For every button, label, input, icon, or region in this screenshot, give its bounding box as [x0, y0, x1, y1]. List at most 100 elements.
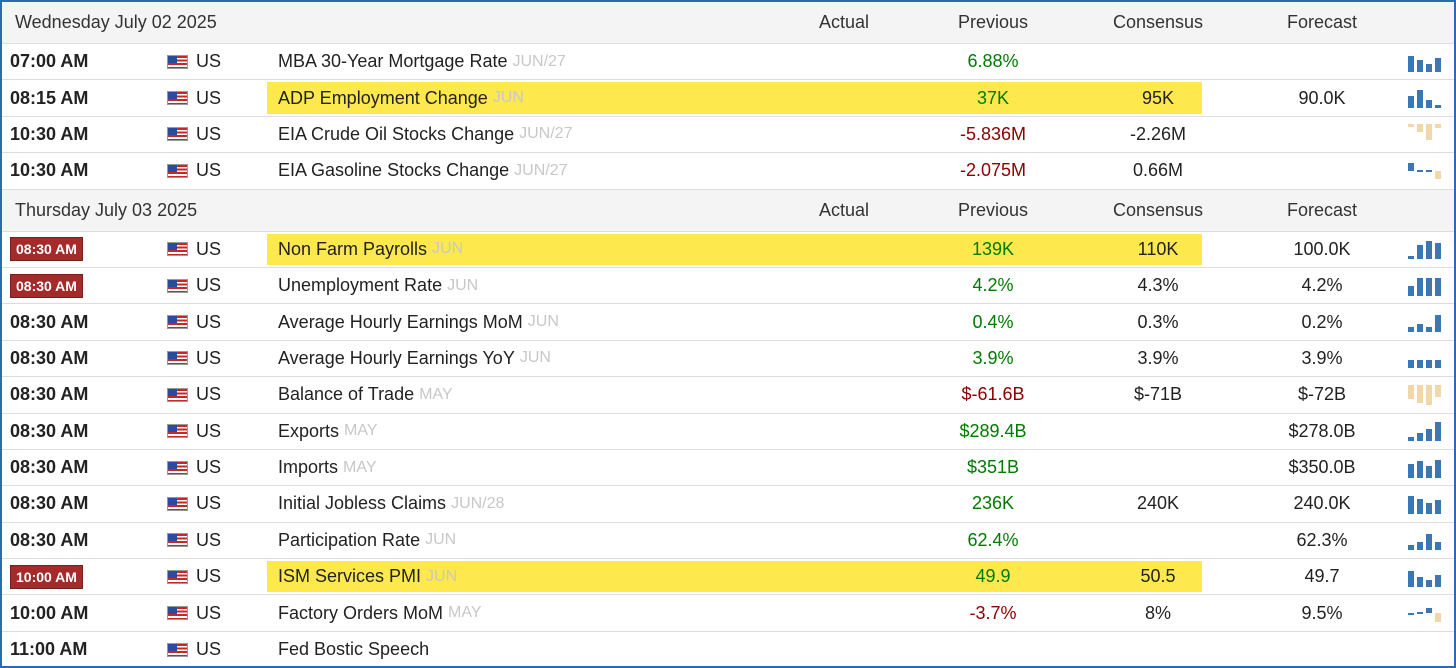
- sparkline-chart-icon[interactable]: [1406, 239, 1444, 260]
- event-name[interactable]: Average Hourly Earnings YoY: [278, 347, 515, 368]
- event-name-cell[interactable]: MBA 30-Year Mortgage Rate JUN/27: [278, 44, 566, 79]
- sparkline-chart-icon[interactable]: [1406, 567, 1444, 587]
- event-previous: $351B: [966, 457, 1020, 478]
- event-time-cell: 08:30 AM: [10, 232, 83, 267]
- event-name-cell[interactable]: Initial Jobless Claims JUN/28: [278, 486, 504, 521]
- event-forecast: 49.7: [1304, 566, 1340, 587]
- event-row[interactable]: 08:30 AM US Non Farm Payrolls JUN 139K 11…: [2, 232, 1454, 268]
- event-consensus: 240K: [1136, 493, 1180, 514]
- event-period: JUN: [432, 240, 464, 258]
- event-country: US: [167, 153, 221, 188]
- event-name[interactable]: Participation Rate: [278, 529, 421, 550]
- event-name-cell[interactable]: Balance of Trade MAY: [278, 377, 453, 412]
- event-previous: 0.4%: [972, 311, 1014, 332]
- event-name-cell[interactable]: Average Hourly Earnings YoY JUN: [278, 341, 551, 376]
- event-row[interactable]: 07:00 AM US MBA 30-Year Mortgage Rate JUN…: [2, 44, 1454, 81]
- event-name-cell[interactable]: Exports MAY: [278, 414, 378, 449]
- event-row[interactable]: 11:00 AM US Fed Bostic Speech: [2, 632, 1454, 666]
- sparkline-chart-icon[interactable]: [1406, 530, 1444, 551]
- event-time-badge: 08:30 AM: [10, 237, 83, 262]
- event-time: 08:30 AM: [10, 493, 89, 514]
- event-name-cell[interactable]: Average Hourly Earnings MoM JUN: [278, 304, 559, 339]
- event-consensus: 3.9%: [1137, 347, 1179, 368]
- event-row[interactable]: 08:30 AM US Participation Rate JUN 62.4% …: [2, 523, 1454, 560]
- country-code: US: [196, 123, 222, 144]
- event-name-cell[interactable]: EIA Crude Oil Stocks Change JUN/27: [278, 117, 572, 152]
- us-flag-icon: [167, 163, 188, 178]
- sparkline-chart-icon[interactable]: [1406, 88, 1444, 109]
- event-name-cell[interactable]: Fed Bostic Speech: [278, 632, 430, 666]
- event-name[interactable]: ISM Services PMI: [278, 566, 422, 587]
- sparkline-chart-icon[interactable]: [1406, 384, 1444, 405]
- event-name-cell[interactable]: Participation Rate JUN: [278, 523, 456, 558]
- col-header-forecast: Forecast: [1286, 199, 1358, 220]
- event-name-cell[interactable]: ISM Services PMI JUN: [278, 559, 457, 594]
- sparkline-chart-icon[interactable]: [1406, 276, 1444, 296]
- event-consensus: 8%: [1144, 602, 1172, 623]
- event-name[interactable]: Initial Jobless Claims: [278, 493, 447, 514]
- event-name[interactable]: Fed Bostic Speech: [278, 639, 430, 660]
- sparkline-chart-icon[interactable]: [1406, 348, 1444, 369]
- highlight-band: [267, 82, 1202, 114]
- sparkline-chart-icon[interactable]: [1406, 124, 1444, 144]
- event-row[interactable]: 10:30 AM US EIA Crude Oil Stocks Change J…: [2, 117, 1454, 154]
- event-row[interactable]: 08:30 AM US Average Hourly Earnings MoM J…: [2, 304, 1454, 341]
- event-period: MAY: [448, 604, 482, 622]
- event-previous: 236K: [971, 493, 1015, 514]
- sparkline-chart-icon[interactable]: [1406, 52, 1444, 72]
- event-name-cell[interactable]: Factory Orders MoM MAY: [278, 595, 482, 630]
- event-previous: 62.4%: [967, 529, 1019, 550]
- event-row[interactable]: 08:30 AM US Unemployment Rate JUN 4.2% 4.…: [2, 268, 1454, 305]
- event-row[interactable]: 08:30 AM US Exports MAY $289.4B $278.0B: [2, 414, 1454, 450]
- country-code: US: [196, 639, 222, 660]
- event-name[interactable]: Factory Orders MoM: [278, 602, 444, 623]
- event-row[interactable]: 10:00 AM US Factory Orders MoM MAY -3.7% …: [2, 595, 1454, 632]
- event-row[interactable]: 08:30 AM US Initial Jobless Claims JUN/28…: [2, 486, 1454, 523]
- event-name[interactable]: Exports: [278, 420, 340, 441]
- event-previous: 3.9%: [972, 347, 1014, 368]
- sparkline-chart-icon[interactable]: [1406, 312, 1444, 333]
- country-code: US: [196, 347, 222, 368]
- col-header-actual: Actual: [818, 199, 870, 220]
- event-row[interactable]: 10:30 AM US EIA Gasoline Stocks Change JU…: [2, 153, 1454, 190]
- event-row[interactable]: 10:00 AM US ISM Services PMI JUN 49.9 50.…: [2, 559, 1454, 596]
- us-flag-icon: [167, 54, 188, 69]
- event-name-cell[interactable]: Unemployment Rate JUN: [278, 268, 478, 303]
- sparkline-chart-icon[interactable]: [1406, 494, 1444, 514]
- sparkline-chart-icon[interactable]: [1406, 458, 1444, 478]
- event-previous: 49.9: [975, 566, 1011, 587]
- event-country: US: [167, 44, 221, 79]
- event-name-cell[interactable]: Imports MAY: [278, 450, 377, 485]
- sparkline-chart-icon[interactable]: [1406, 161, 1444, 181]
- us-flag-icon: [167, 569, 188, 584]
- event-name-cell[interactable]: ADP Employment Change JUN: [278, 80, 524, 115]
- sparkline-chart-icon[interactable]: [1406, 603, 1444, 623]
- event-consensus: 0.3%: [1137, 311, 1179, 332]
- country-code: US: [196, 529, 222, 550]
- event-name[interactable]: Average Hourly Earnings MoM: [278, 311, 523, 332]
- country-code: US: [196, 493, 222, 514]
- event-name[interactable]: Imports: [278, 457, 339, 478]
- event-country: US: [167, 523, 221, 558]
- event-row[interactable]: 08:30 AM US Balance of Trade MAY $-61.6B …: [2, 377, 1454, 414]
- event-name-cell[interactable]: EIA Gasoline Stocks Change JUN/27: [278, 153, 568, 188]
- event-forecast: $278.0B: [1288, 420, 1356, 441]
- event-name[interactable]: ADP Employment Change: [278, 87, 488, 108]
- event-name[interactable]: EIA Crude Oil Stocks Change: [278, 123, 515, 144]
- event-previous: 37K: [976, 87, 1010, 108]
- event-name[interactable]: MBA 30-Year Mortgage Rate: [278, 51, 508, 72]
- highlight-band: [267, 561, 1202, 593]
- country-code: US: [196, 275, 222, 296]
- event-consensus: 110K: [1137, 238, 1179, 259]
- event-country: US: [167, 232, 221, 267]
- event-name-cell[interactable]: Non Farm Payrolls JUN: [278, 232, 463, 267]
- event-name[interactable]: Balance of Trade: [278, 384, 415, 405]
- event-row[interactable]: 08:30 AM US Imports MAY $351B $350.0B: [2, 450, 1454, 487]
- event-name[interactable]: Unemployment Rate: [278, 275, 443, 296]
- sparkline-chart-icon[interactable]: [1406, 421, 1444, 442]
- event-row[interactable]: 08:30 AM US Average Hourly Earnings YoY J…: [2, 341, 1454, 378]
- event-country: US: [167, 595, 221, 630]
- event-row[interactable]: 08:15 AM US ADP Employment Change JUN 37K…: [2, 80, 1454, 117]
- event-name[interactable]: EIA Gasoline Stocks Change: [278, 160, 510, 181]
- event-name[interactable]: Non Farm Payrolls: [278, 238, 428, 259]
